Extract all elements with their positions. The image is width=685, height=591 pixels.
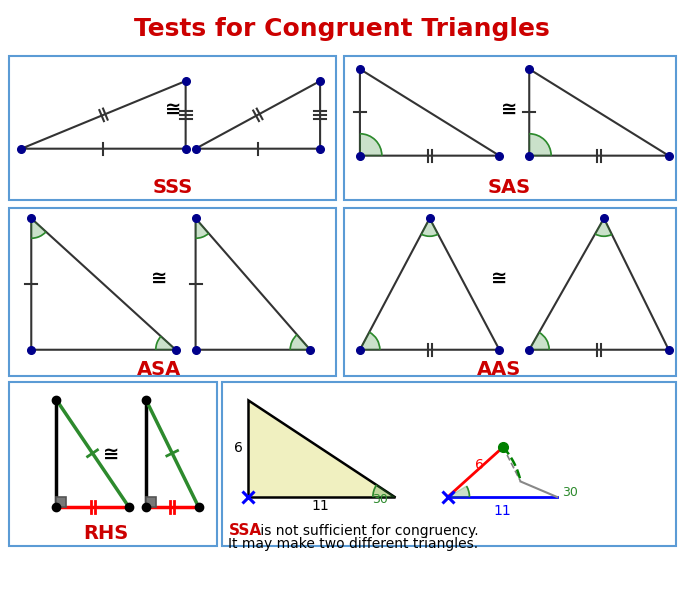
Text: 30: 30 <box>562 486 578 499</box>
Text: 11: 11 <box>493 504 511 518</box>
Text: 11: 11 <box>311 499 329 513</box>
Polygon shape <box>32 218 46 238</box>
Text: ≅: ≅ <box>103 445 119 464</box>
Text: AAS: AAS <box>477 360 521 379</box>
Polygon shape <box>290 335 310 350</box>
Text: ≅: ≅ <box>164 99 181 118</box>
Text: 6: 6 <box>475 458 484 472</box>
Polygon shape <box>421 218 438 236</box>
Polygon shape <box>196 218 209 238</box>
Text: ≅: ≅ <box>491 268 508 288</box>
Polygon shape <box>530 332 549 350</box>
Text: 6: 6 <box>234 441 243 455</box>
Polygon shape <box>360 332 380 350</box>
Bar <box>344 209 675 376</box>
Polygon shape <box>530 134 551 155</box>
Bar <box>10 209 336 376</box>
Polygon shape <box>249 400 395 497</box>
Bar <box>56 497 66 507</box>
Polygon shape <box>595 218 612 236</box>
Bar <box>344 56 675 200</box>
Text: 30: 30 <box>372 492 388 505</box>
Polygon shape <box>155 336 175 350</box>
Text: ≅: ≅ <box>501 99 517 118</box>
Text: is not sufficient for congruency.: is not sufficient for congruency. <box>256 524 479 538</box>
Bar <box>10 382 216 546</box>
Text: SSS: SSS <box>153 178 192 197</box>
Text: Tests for Congruent Triangles: Tests for Congruent Triangles <box>134 17 550 41</box>
Bar <box>10 56 336 200</box>
Text: ASA: ASA <box>136 360 181 379</box>
Polygon shape <box>447 486 469 497</box>
Polygon shape <box>360 134 382 155</box>
Text: ≅: ≅ <box>151 268 167 288</box>
Bar <box>223 382 675 546</box>
Text: RHS: RHS <box>84 524 129 543</box>
Text: It may make two different triangles.: It may make two different triangles. <box>229 537 479 551</box>
Text: SAS: SAS <box>488 178 531 197</box>
Bar <box>146 497 155 507</box>
Text: SSA: SSA <box>229 524 262 538</box>
Polygon shape <box>373 485 395 497</box>
